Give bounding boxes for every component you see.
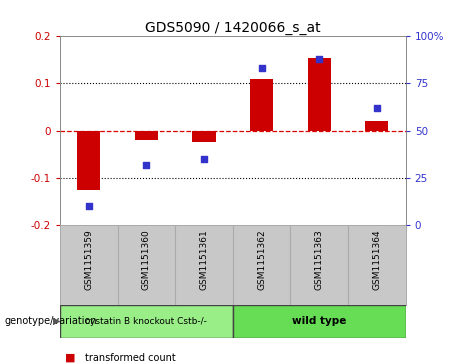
Text: wild type: wild type (292, 316, 346, 326)
Text: ▶: ▶ (53, 316, 60, 326)
Bar (250, 79, 273, 131)
Bar (365, 121, 388, 131)
Text: GSM1151364: GSM1151364 (372, 229, 381, 290)
Bar (60, 305, 233, 338)
Point (142, 162, 150, 168)
Text: cystatin B knockout Cstb-/-: cystatin B knockout Cstb-/- (85, 317, 207, 326)
Point (315, 56, 323, 62)
Text: GSM1151359: GSM1151359 (84, 229, 93, 290)
Bar (135, 131, 158, 140)
Text: GSM1151361: GSM1151361 (200, 229, 208, 290)
Title: GDS5090 / 1420066_s_at: GDS5090 / 1420066_s_at (145, 21, 320, 35)
Text: GSM1151360: GSM1151360 (142, 229, 151, 290)
Bar (233, 305, 406, 338)
Point (373, 105, 381, 111)
Text: ■: ■ (65, 352, 75, 363)
Bar (193, 131, 216, 143)
Point (200, 156, 207, 162)
Text: GSM1151363: GSM1151363 (315, 229, 324, 290)
Text: genotype/variation: genotype/variation (5, 316, 97, 326)
Text: transformed count: transformed count (85, 352, 176, 363)
Bar (308, 57, 331, 131)
Point (258, 65, 266, 71)
Point (85, 203, 92, 209)
Text: GSM1151362: GSM1151362 (257, 229, 266, 290)
Bar (77, 131, 100, 189)
